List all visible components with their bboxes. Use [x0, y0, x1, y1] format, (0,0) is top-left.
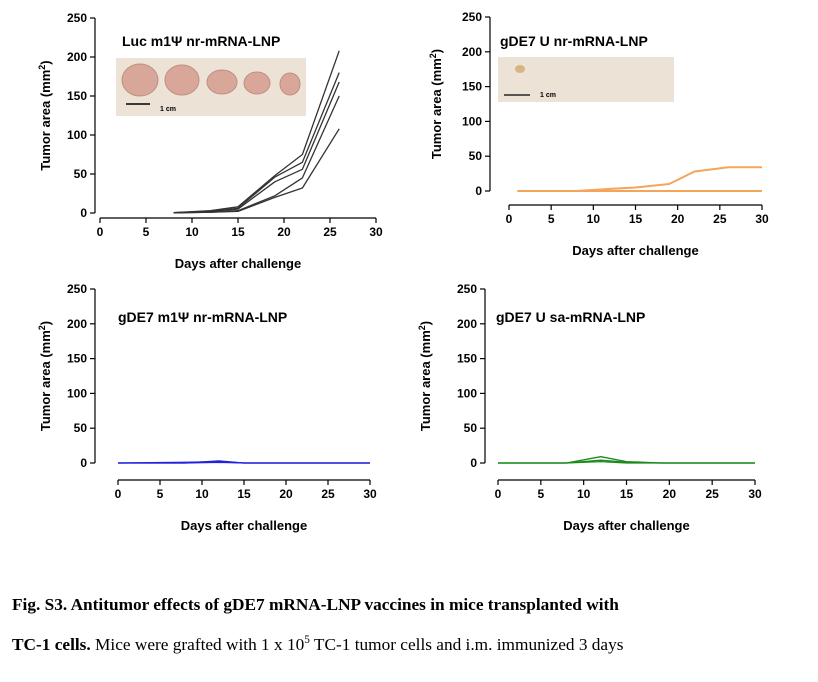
series-line-1	[517, 166, 762, 192]
x-axis-label: Days after challenge	[572, 243, 698, 258]
caption-text-b: TC-1 tumor cells and i.m. immunized 3 da…	[309, 635, 624, 654]
x-tick-label: 25	[713, 212, 727, 226]
x-axis-label: Days after challenge	[563, 518, 689, 533]
panel-title: gDE7 m1Ψ nr-mRNA-LNP	[118, 309, 287, 325]
x-tick-label: 25	[323, 225, 337, 239]
series-line-3	[173, 81, 340, 214]
y-tick-label: 200	[462, 45, 482, 59]
y-tick-label: 150	[67, 352, 87, 366]
scale-bar-label: 1 cm	[160, 106, 176, 113]
tumor-specimen	[164, 64, 200, 96]
y-tick-label: 50	[464, 421, 478, 435]
y-tick-label: 150	[67, 89, 87, 103]
x-tick-label: 10	[195, 487, 209, 501]
tumor-specimen	[121, 63, 159, 97]
y-tick-label: 100	[457, 386, 477, 400]
x-tick-label: 5	[143, 225, 150, 239]
tumor-specimen	[279, 72, 301, 96]
x-tick-label: 30	[369, 225, 383, 239]
x-tick-label: 25	[705, 487, 719, 501]
series-line-3	[118, 461, 370, 464]
y-tick-label: 100	[67, 128, 87, 142]
caption-heading: Fig. S3. Antitumor effects of gDE7 mRNA-…	[12, 595, 619, 614]
x-tick-label: 10	[587, 212, 601, 226]
y-tick-label: 0	[80, 456, 87, 470]
x-tick-label: 5	[537, 487, 544, 501]
x-tick-label: 15	[620, 487, 634, 501]
y-axis-label: Tumor area (mm2)	[37, 321, 53, 431]
scale-bar-label: 1 cm	[540, 92, 556, 99]
x-tick-label: 30	[748, 487, 762, 501]
y-tick-label: 0	[80, 206, 87, 220]
chart-panel-4: 0 50 100 150 200 250 0 5 10 15 20 25 30 Days after ch…	[417, 282, 762, 533]
y-tick-label: 200	[457, 317, 477, 331]
caption-body: TC-1 cells. Mice were grafted with 1 x 1…	[12, 634, 812, 656]
x-tick-label: 0	[506, 212, 513, 226]
x-tick-label: 0	[115, 487, 122, 501]
tumor-photo-inset: 1 cm	[116, 58, 306, 116]
y-axis-label: Tumor area (mm2)	[37, 60, 53, 170]
x-tick-label: 15	[629, 212, 643, 226]
x-tick-label: 25	[321, 487, 335, 501]
chart-panel-1: 0 50 100 150 200 250 0 5 10 15 20 25 30 Days after ch…	[37, 11, 383, 271]
y-tick-label: 100	[67, 386, 87, 400]
y-tick-label: 50	[469, 149, 483, 163]
x-tick-label: 0	[97, 225, 104, 239]
tumor-specimen	[515, 65, 525, 73]
y-tick-label: 50	[74, 167, 88, 181]
x-tick-label: 20	[277, 225, 291, 239]
series-line-3	[498, 460, 755, 464]
x-tick-label: 5	[548, 212, 555, 226]
y-tick-label: 250	[457, 282, 477, 296]
x-tick-label: 15	[231, 225, 245, 239]
x-tick-label: 10	[577, 487, 591, 501]
x-tick-label: 0	[495, 487, 502, 501]
x-tick-label: 20	[671, 212, 685, 226]
y-tick-label: 250	[67, 282, 87, 296]
y-tick-label: 250	[67, 11, 87, 25]
y-axis-label: Tumor area (mm2)	[417, 321, 433, 431]
y-axis-label: Tumor area (mm2)	[428, 49, 444, 159]
x-axis-label: Days after challenge	[175, 256, 301, 271]
tumor-specimen	[243, 71, 271, 95]
y-tick-label: 250	[462, 10, 482, 24]
figure-caption: Fig. S3. Antitumor effects of gDE7 mRNA-…	[12, 594, 812, 656]
x-tick-label: 20	[279, 487, 293, 501]
y-tick-label: 150	[462, 80, 482, 94]
y-tick-label: 200	[67, 317, 87, 331]
y-tick-label: 0	[470, 456, 477, 470]
y-tick-label: 100	[462, 114, 482, 128]
y-tick-label: 50	[74, 421, 88, 435]
x-tick-label: 5	[157, 487, 164, 501]
x-tick-label: 30	[363, 487, 377, 501]
y-tick-label: 200	[67, 50, 87, 64]
panel-title: gDE7 U nr-mRNA-LNP	[500, 33, 648, 49]
chart-panel-2: 0 50 100 150 200 250 0 5 10 15 20 25 30 Days after ch…	[428, 10, 769, 258]
series-line-5	[173, 128, 340, 214]
chart-panel-3: 0 50 100 150 200 250 0 5 10 15 20 25 30 Days after ch…	[37, 282, 377, 533]
panel-title: Luc m1Ψ nr-mRNA-LNP	[122, 33, 280, 49]
x-axis-label: Days after challenge	[181, 518, 307, 533]
x-tick-label: 15	[237, 487, 251, 501]
caption-lead: TC-1 cells.	[12, 635, 91, 654]
x-tick-label: 10	[185, 225, 199, 239]
caption-exponent: 5	[304, 634, 310, 647]
tumor-specimen	[206, 69, 238, 95]
y-tick-label: 0	[475, 184, 482, 198]
tumor-photo-inset: 1 cm	[498, 57, 674, 102]
x-tick-label: 30	[755, 212, 769, 226]
panel-title: gDE7 U sa-mRNA-LNP	[496, 309, 645, 325]
y-tick-label: 150	[457, 352, 477, 366]
caption-text-a: Mice were grafted with 1 x 10	[90, 635, 305, 654]
x-tick-label: 20	[663, 487, 677, 501]
